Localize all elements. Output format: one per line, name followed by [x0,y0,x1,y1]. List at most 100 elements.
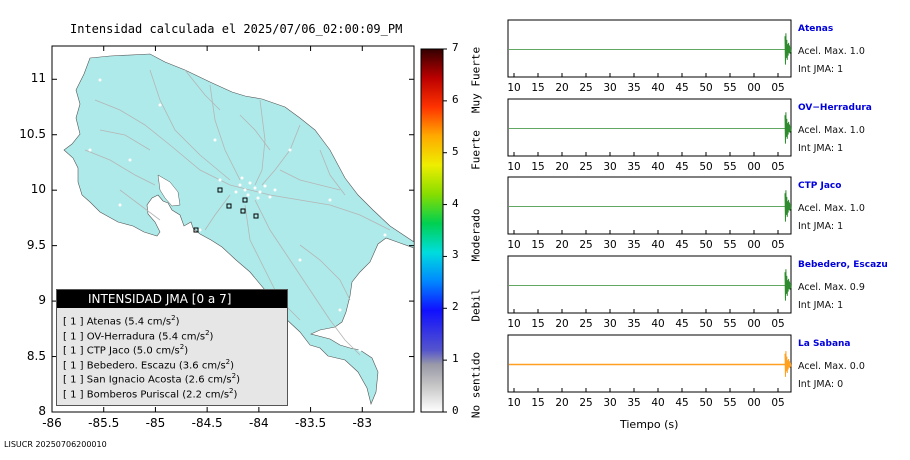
colorbar-category-label: Moderado [469,208,483,262]
trace-x-tick-label: 30 [603,318,617,330]
trace-x-tick-label: 25 [579,318,593,330]
trace-burst [784,190,792,222]
legend-intensity: [ 1 ] [63,374,84,386]
trace-station-name: OV−Herradura [798,103,872,113]
trace-burst [784,269,792,301]
trace-x-tick-label: 55 [723,82,737,94]
trace-max-accel: Acel. Max. 0.9 [798,282,865,293]
colorbar-tick-label: 5 [452,144,459,158]
legend-station-name: Atenas [86,316,122,328]
colorbar-ticks [443,48,447,413]
trace-x-tick-label: 50 [699,397,713,409]
trace-x-tick-label: 50 [699,318,713,330]
trace-burst [784,33,792,65]
legend-intensity: [ 1 ] [63,359,84,371]
trace-x-tick-label: 45 [675,397,689,409]
trace-x-tick-label: 45 [675,161,689,173]
trace-x-tick-label: 40 [651,239,665,251]
legend-row: [ 1 ] Bomberos Puriscal (2.2 cm/s2) [63,387,237,400]
map-y-tick-label: 11 [30,71,46,86]
trace-x-tick-label: 50 [699,239,713,251]
trace-panel [507,334,792,393]
legend-paren: ) [233,388,238,400]
trace-x-tick-label: 50 [699,82,713,94]
time-axis-label: Tiempo (s) [620,418,679,431]
intensity-colorbar [420,48,444,413]
trace-x-tick-label: 20 [555,397,569,409]
legend-paren: ) [175,316,180,328]
legend-row: [ 1 ] CTP Jaco (5.0 cm/s2) [63,343,188,356]
trace-station-name: La Sabana [798,339,851,349]
trace-x-tick-label: 15 [531,318,545,330]
legend-intensity: [ 1 ] [63,388,84,400]
trace-x-tick-label: 10 [507,397,521,409]
trace-x-tick-label: 15 [531,82,545,94]
legend-accel-exponent: 2 [225,357,231,366]
trace-x-tick-label: 45 [675,318,689,330]
trace-jma-intensity: Int JMA: 1 [798,300,844,311]
trace-x-tick-label: 45 [675,82,689,94]
trace-x-tick-label: 40 [651,82,665,94]
legend-accel-exponent: 2 [205,328,210,337]
legend-accel: (5.4 cm/s [158,330,206,342]
legend-station-name: Bebedero. Escazu [86,359,176,371]
trace-station-name: CTP Jaco [798,181,842,191]
trace-x-tick-label: 35 [627,318,641,330]
trace-x-tick-label: 20 [555,161,569,173]
trace-x-tick-label: 35 [627,239,641,251]
legend-accel-exponent: 2 [229,386,234,395]
legend-intensity: [ 1 ] [63,330,84,342]
legend-header: INTENSIDAD JMA [0 a 7] [57,290,287,308]
trace-x-tick-label: 40 [651,161,665,173]
costa-rica-land [63,53,414,405]
map-x-tick-label: -83 [352,416,373,430]
map-title: Intensidad calculada el 2025/07/06_02:00… [70,22,403,36]
legend-paren: ) [184,345,189,357]
trace-x-tick-label: 20 [555,318,569,330]
trace-x-tick-label: 10 [507,239,521,251]
map-y-tick-label: 8 [38,404,46,418]
trace-jma-intensity: Int JMA: 1 [798,143,844,154]
legend-accel: (3.6 cm/s [178,359,226,371]
legend-accel: (2.2 cm/s [182,388,230,400]
trace-panel [507,19,792,78]
road-network [84,69,391,356]
trace-x-tick-label: 55 [723,397,737,409]
legend-paren: ) [236,374,240,386]
trace-panels [507,19,792,393]
trace-x-tick-label: 45 [675,239,689,251]
trace-x-tick-label: 30 [603,161,617,173]
legend-row: [ 1 ] Atenas (5.4 cm/s2) [63,314,180,327]
trace-x-tick-label: 35 [627,82,641,94]
trace-burst [784,351,792,377]
trace-x-tick-label: 15 [531,239,545,251]
map-area [63,53,414,407]
legend-accel-exponent: 2 [231,372,237,380]
trace-x-tick-label: 05 [771,239,785,251]
map-y-tick-label: 9 [38,293,46,308]
trace-x-tick-label: 50 [699,161,713,173]
trace-jma-intensity: Int JMA: 1 [798,64,844,75]
trace-x-tick-label: 15 [531,161,545,173]
trace-x-tick-label: 05 [771,82,785,94]
trace-burst [784,112,792,144]
trace-x-tick-label: 00 [747,397,761,409]
colorbar-category-label: Debil [469,288,483,322]
trace-x-tick-label: 40 [651,318,665,330]
legend-accel: (5.4 cm/s [124,316,172,328]
colorbar-tick-label: 3 [452,248,459,262]
trace-x-tick-label: 05 [771,318,785,330]
colorbar-category-label: Muy Fuerte [469,46,483,114]
trace-x-tick-label: 25 [579,82,593,94]
trace-x-tick-label: 00 [747,239,761,251]
trace-x-tick-label: 35 [627,161,641,173]
map-y-tick-label: 9.5 [26,237,46,252]
colorbar-tick-label: 4 [452,196,459,210]
trace-station-name: Atenas [798,24,834,34]
legend-paren: ) [230,359,235,371]
trace-x-tick-label: 00 [747,318,761,330]
trace-x-tick-label: 20 [555,82,569,94]
trace-x-tick-label: 30 [603,239,617,251]
trace-x-tick-label: 10 [507,318,521,330]
legend-intensity: [ 1 ] [63,345,84,357]
